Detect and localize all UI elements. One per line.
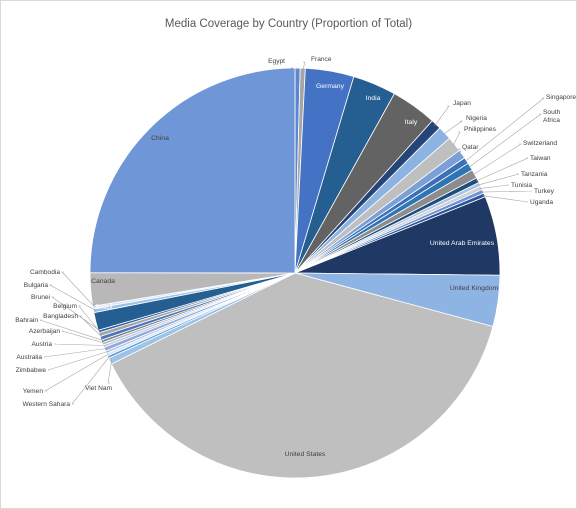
leader-austria [53, 343, 106, 346]
leader-cambodia [61, 271, 96, 308]
label-china: China [151, 135, 169, 142]
leader-egypt [290, 67, 298, 71]
label-egypt: Egypt [268, 58, 285, 65]
label-singapore: Singapore [546, 94, 576, 101]
label-tanzania: Tanzania [521, 171, 548, 178]
label-france: France [311, 56, 332, 63]
leader-philippines [452, 131, 461, 146]
leader-western-sahara [71, 356, 111, 405]
label-yemen: Yemen [23, 388, 44, 395]
leader-tunisia [479, 184, 510, 189]
leader-turkey [481, 190, 533, 193]
label-viet-nam: Viet Nam [85, 385, 113, 392]
leader-tanzania [477, 173, 520, 186]
leader-belgium [78, 305, 102, 335]
leader-bulgaria [48, 284, 96, 311]
leader-azerbaijan [61, 330, 105, 344]
label-tunisia: Tunisia [511, 182, 532, 189]
leader-yemen [43, 353, 109, 392]
label-bangladesh: Bangladesh [43, 313, 78, 320]
label-western-sahara: Western Sahara [22, 401, 70, 408]
label-germany: Germany [316, 83, 345, 90]
leader-qatar [458, 148, 461, 156]
label-south-africa: South Africa [543, 109, 561, 124]
label-japan: Japan [453, 100, 471, 107]
label-brunei: Brunei [31, 294, 51, 301]
label-switzerland: Switzerland [523, 140, 557, 147]
leader-bahrain [39, 319, 104, 341]
label-united-arab-emirates: United Arab Emirates [430, 240, 495, 247]
leader-zimbabwe [47, 351, 108, 371]
label-qatar: Qatar [462, 144, 479, 151]
slice-labels: Egypt France Germany India Italy Japan Nigeria… [15, 56, 576, 458]
label-turkey: Turkey [534, 188, 555, 195]
label-nigeria: Nigeria [466, 115, 487, 122]
label-bahrain: Bahrain [15, 317, 38, 324]
leader-taiwan [475, 157, 529, 182]
leader-singapore [464, 97, 545, 162]
leader-france [302, 61, 306, 71]
label-canada: Canada [91, 278, 115, 285]
label-india: India [366, 95, 381, 102]
label-zimbabwe: Zimbabwe [16, 367, 47, 374]
leader-brunei [51, 296, 101, 332]
label-azerbaijan: Azerbaijan [29, 328, 60, 335]
label-uganda: Uganda [530, 199, 553, 206]
leader-japan [434, 105, 450, 126]
slice-united-states [110, 272, 494, 479]
leader-nigeria [443, 120, 463, 135]
leader-uganda [482, 195, 529, 203]
label-australia: Australia [16, 354, 42, 361]
leader-switzerland [472, 143, 523, 176]
label-brazil: Brazil [96, 304, 113, 311]
leader-australia [43, 348, 107, 358]
label-philippines: Philippines [464, 126, 497, 133]
leader-bangladesh [79, 315, 103, 338]
label-cambodia: Cambodia [30, 269, 60, 276]
label-taiwan: Taiwan [530, 155, 551, 162]
leader-south-africa [468, 113, 542, 168]
slice-china [89, 67, 296, 274]
chart-title: Media Coverage by Country (Proportion of… [164, 18, 413, 30]
label-united-kingdom: United Kingdom [450, 285, 499, 292]
leader-viet-nam [107, 360, 112, 384]
label-italy: Italy [405, 119, 418, 126]
label-belgium: Belgium [53, 303, 77, 310]
label-bulgaria: Bulgaria [24, 282, 49, 289]
label-united-states: United States [285, 451, 326, 458]
leader-lines [39, 61, 545, 405]
pie-slices [89, 67, 501, 479]
label-austria: Austria [31, 341, 52, 348]
